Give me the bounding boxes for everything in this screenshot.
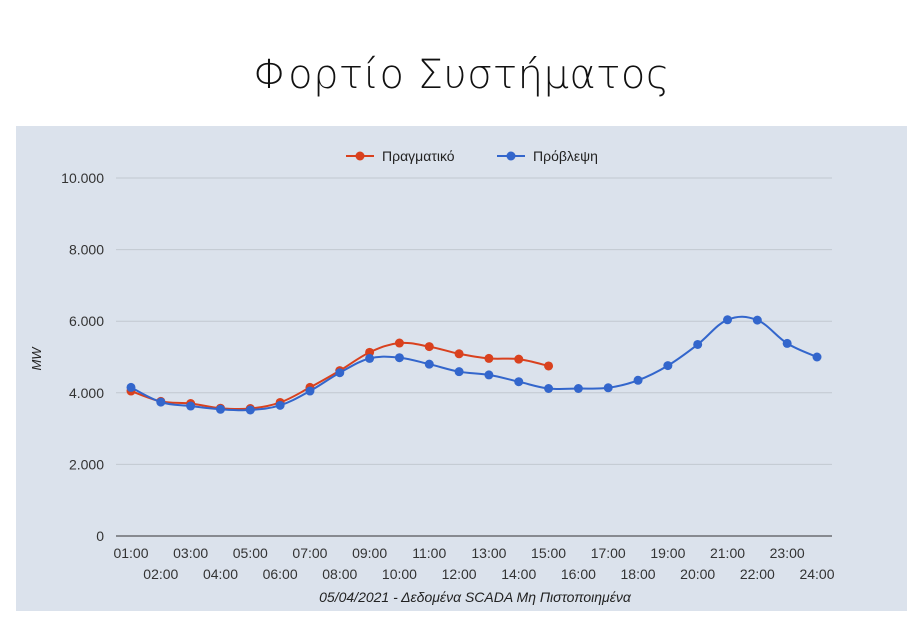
x-tick-label: 06:00: [263, 566, 298, 582]
data-point: [454, 349, 464, 359]
grid-lines: [116, 177, 832, 537]
x-tick-label: 15:00: [531, 545, 566, 561]
x-tick-label: 14:00: [501, 566, 536, 582]
x-axis-ticks: 01:00 02:00 03:00 04:00 05:00 06:00 07:00 08:00…: [113, 545, 834, 582]
data-point: [335, 368, 345, 378]
x-axis-label: 05/04/2021 - Δεδομένα SCADA Μη Πιστοποιη…: [319, 589, 632, 605]
data-point: [573, 384, 583, 394]
data-point: [603, 383, 613, 393]
x-tick-label: 02:00: [143, 566, 178, 582]
legend-marker: [506, 151, 516, 161]
data-point: [275, 400, 285, 410]
x-tick-label: 16:00: [561, 566, 596, 582]
x-tick-label: 09:00: [352, 545, 387, 561]
x-tick-label: 04:00: [203, 566, 238, 582]
data-point: [245, 405, 255, 415]
x-tick-label: 03:00: [173, 545, 208, 561]
legend-label: Πραγματικό: [382, 148, 455, 164]
x-tick-label: 22:00: [740, 566, 775, 582]
y-tick-label: 10.000: [61, 170, 104, 186]
data-point: [394, 338, 404, 348]
data-point: [693, 339, 703, 349]
chart-title: Φορτίο Συστήματος: [253, 52, 670, 98]
data-point: [365, 353, 375, 363]
data-point: [752, 315, 762, 325]
x-tick-label: 05:00: [233, 545, 268, 561]
series-forecast: [126, 315, 822, 415]
data-point: [215, 404, 225, 414]
chart-panel: 0 2.000 4.000 6.000 8.000 10.000 01:00 02:00 03…: [16, 126, 907, 611]
data-point: [782, 338, 792, 348]
series-line: [130, 315, 818, 412]
x-tick-label: 18:00: [621, 566, 656, 582]
x-tick-label: 13:00: [471, 545, 506, 561]
data-point: [394, 353, 404, 363]
x-tick-label: 12:00: [442, 566, 477, 582]
data-point: [514, 377, 524, 387]
y-tick-label: 2.000: [69, 456, 104, 472]
data-point: [514, 354, 524, 364]
data-point: [633, 375, 643, 385]
data-point: [186, 401, 196, 411]
data-point: [812, 352, 822, 362]
data-point: [156, 397, 166, 407]
x-tick-label: 17:00: [591, 545, 626, 561]
x-tick-label: 11:00: [412, 545, 446, 561]
data-point: [723, 315, 733, 325]
line-chart: 0 2.000 4.000 6.000 8.000 10.000 01:00 02:00 03…: [29, 148, 835, 605]
x-tick-label: 20:00: [680, 566, 715, 582]
x-tick-label: 19:00: [650, 545, 685, 561]
legend-marker: [355, 151, 365, 161]
data-point: [544, 361, 554, 371]
y-axis-label: MW: [29, 346, 44, 371]
legend: Πραγματικό Πρόβλεψη: [346, 148, 598, 164]
data-point: [484, 370, 494, 380]
x-tick-label: 23:00: [770, 545, 805, 561]
data-point: [424, 342, 434, 352]
data-point: [424, 359, 434, 369]
x-tick-label: 21:00: [710, 545, 745, 561]
y-tick-label: 0: [96, 528, 104, 544]
series-layer: [126, 315, 822, 415]
data-point: [305, 386, 315, 396]
data-point: [454, 367, 464, 377]
y-tick-label: 6.000: [69, 313, 104, 329]
data-point: [663, 361, 673, 371]
y-tick-label: 8.000: [69, 242, 104, 258]
data-point: [126, 382, 136, 392]
data-point: [484, 353, 494, 363]
x-tick-label: 24:00: [799, 566, 834, 582]
x-tick-label: 08:00: [322, 566, 357, 582]
x-tick-label: 01:00: [113, 545, 148, 561]
y-axis-ticks: 0 2.000 4.000 6.000 8.000 10.000: [61, 170, 104, 544]
legend-label: Πρόβλεψη: [533, 148, 598, 164]
x-tick-label: 10:00: [382, 566, 417, 582]
x-tick-label: 07:00: [292, 545, 327, 561]
y-tick-label: 4.000: [69, 385, 104, 401]
data-point: [544, 384, 554, 394]
